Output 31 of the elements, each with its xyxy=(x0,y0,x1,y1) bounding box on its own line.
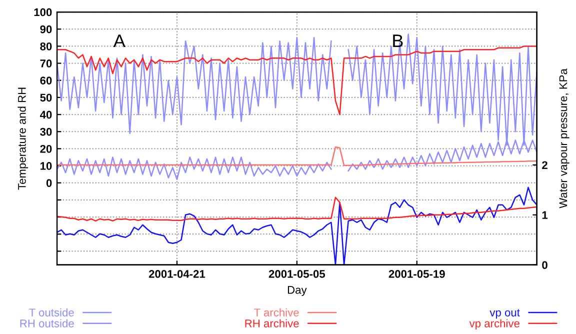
annotation: B xyxy=(393,34,403,48)
y-axis-title: Temperature and RH xyxy=(18,88,28,190)
y-tick-label: 50 xyxy=(40,94,52,102)
x-axis-title: Day xyxy=(288,286,307,296)
legend-label: RH archive xyxy=(245,319,299,328)
y-tick-label: 40 xyxy=(40,110,52,119)
y-tick-label: 30 xyxy=(40,128,52,136)
line-series xyxy=(57,146,537,166)
x-tick-label: 2001-04-21 xyxy=(148,270,206,278)
legend-label: RH outside xyxy=(20,319,74,328)
legend-label: T archive xyxy=(254,308,299,316)
y-tick-label: 80 xyxy=(40,42,52,50)
y-tick-label: 60 xyxy=(40,76,52,84)
y-tick-label: 100 xyxy=(34,8,52,16)
annotation: A xyxy=(113,34,126,48)
y-tick-label: 10 xyxy=(40,162,52,170)
y-tick-label: 20 xyxy=(40,144,52,153)
y2-axis-title: Water vapour pressure, KPa xyxy=(559,68,570,208)
legend-label: vp out xyxy=(490,309,520,319)
y2-tick-label: 1 xyxy=(542,211,548,219)
line-series xyxy=(57,196,537,222)
y-tick-label: 70 xyxy=(40,60,52,68)
y-tick-label: 90 xyxy=(40,25,52,34)
x-tick-label: 2001-05-19 xyxy=(388,270,445,278)
y2-tick-label: 2 xyxy=(542,161,548,169)
legend-label: T outside xyxy=(29,308,74,316)
y2-tick-label: 0 xyxy=(542,261,548,269)
x-tick-label: 2001-05-05 xyxy=(268,270,326,278)
y-tick-label: 0 xyxy=(46,179,52,187)
line-series xyxy=(57,46,537,116)
legend-label: vp archive xyxy=(469,319,520,330)
